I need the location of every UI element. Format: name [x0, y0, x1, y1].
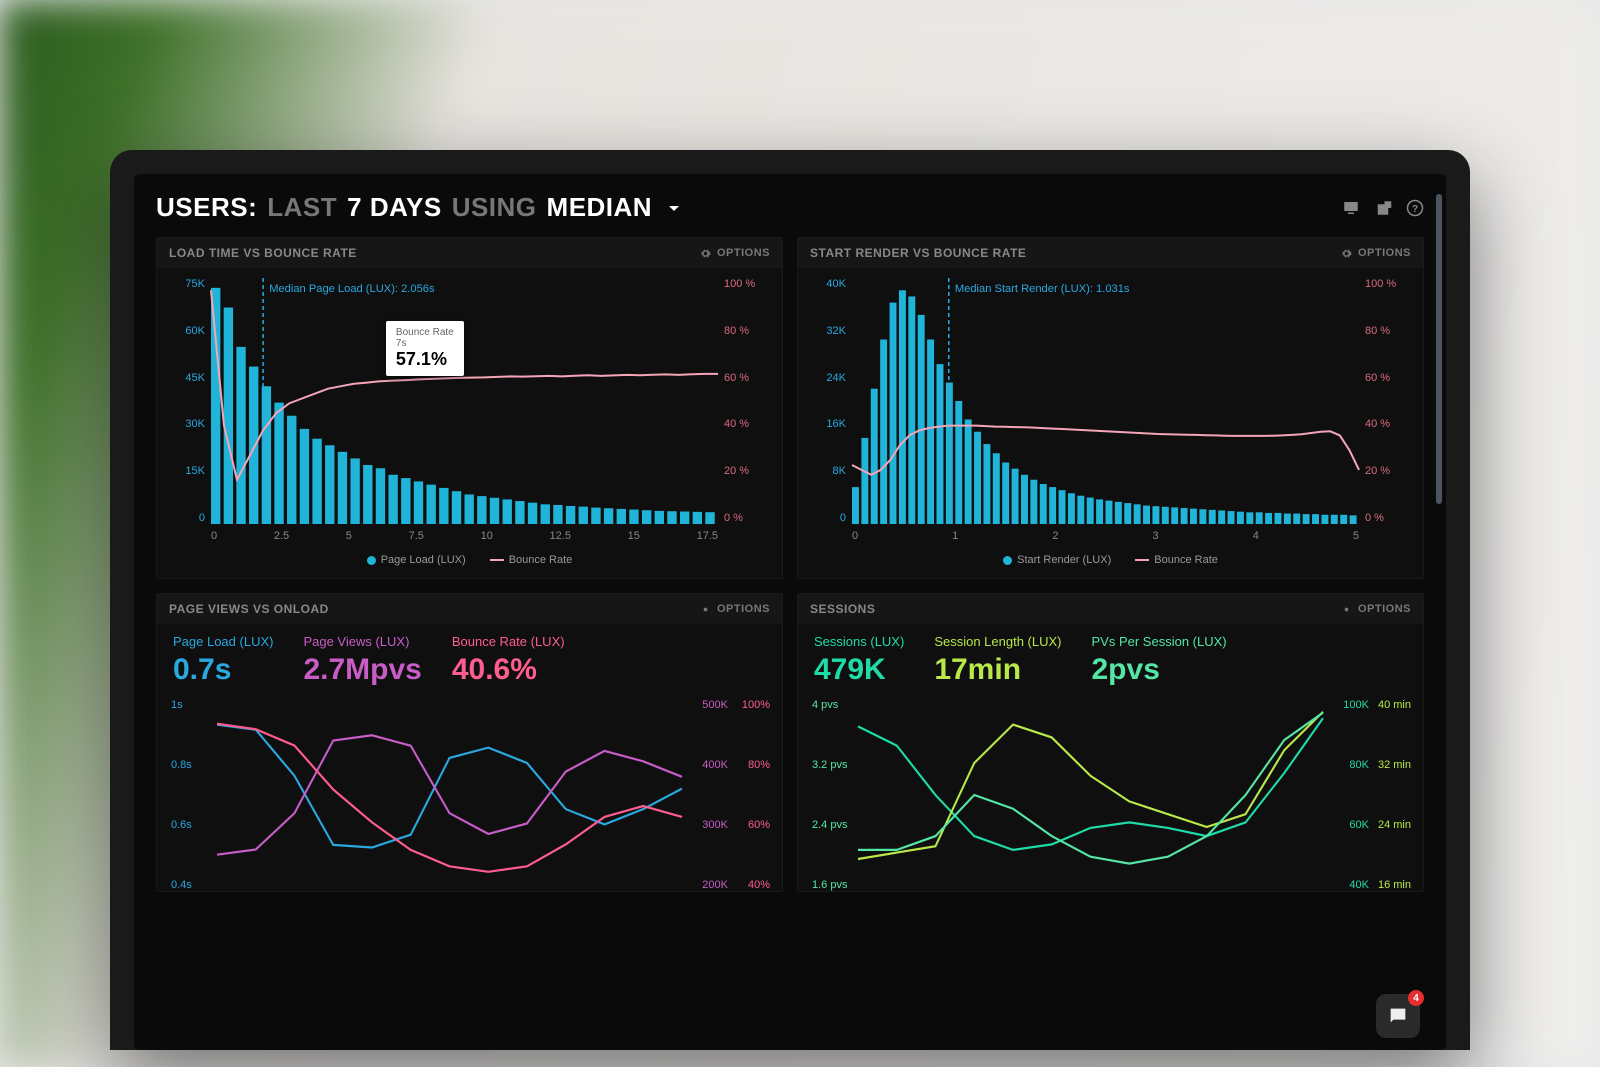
card-load-time-vs-bounce: LOAD TIME VS BOUNCE RATE OPTIONS 75K60K4…: [156, 237, 783, 579]
legend-item: Start Render (LUX): [1017, 554, 1111, 566]
x-axis: 02.557.51012.51517.5: [211, 530, 718, 548]
options-button[interactable]: OPTIONS: [1341, 603, 1411, 615]
help-icon[interactable]: ?: [1406, 199, 1424, 217]
metric-value: 17min: [934, 653, 1061, 687]
scrollbar[interactable]: [1436, 194, 1442, 504]
chart-tooltip: Bounce Rate7s 57.1%: [386, 321, 464, 376]
y-axis-right-2: 40 min32 min24 min16 min: [1371, 699, 1411, 891]
options-label: OPTIONS: [1358, 603, 1411, 615]
metric: Bounce Rate (LUX) 40.6%: [452, 634, 565, 687]
metric: Page Load (LUX) 0.7s: [173, 634, 273, 687]
options-label: OPTIONS: [717, 603, 770, 615]
svg-text:Median Page Load (LUX): 2.056s: Median Page Load (LUX): 2.056s: [269, 283, 435, 295]
card-sessions: SESSIONS OPTIONS Sessions (LUX) 479KSess…: [797, 593, 1424, 892]
tooltip-value: 57.1%: [396, 349, 454, 370]
metric-value: 2pvs: [1092, 653, 1227, 687]
gear-icon: [1341, 248, 1352, 259]
legend-item: Bounce Rate: [509, 554, 573, 566]
metric-value: 479K: [814, 653, 904, 687]
x-axis: 012345: [852, 530, 1359, 548]
options-button[interactable]: OPTIONS: [700, 247, 770, 259]
legend-item: Page Load (LUX): [381, 554, 466, 566]
title-bold1: 7 DAYS: [347, 192, 442, 223]
y-axis-right: 100 %80 %60 %40 %20 %0 %: [724, 278, 768, 524]
options-label: OPTIONS: [1358, 247, 1411, 259]
chat-badge: 4: [1408, 990, 1424, 1006]
laptop-frame: USERS: LAST 7 DAYS USING MEDIAN ? LOAD T…: [110, 150, 1470, 1050]
y-axis-left: 75K60K45K30K15K0: [171, 278, 205, 524]
tooltip-title: Bounce Rate: [396, 327, 454, 338]
card-start-render-vs-bounce: START RENDER VS BOUNCE RATE OPTIONS 40K3…: [797, 237, 1424, 579]
options-button[interactable]: OPTIONS: [700, 603, 770, 615]
chart-legend: Page Load (LUX) Bounce Rate: [171, 548, 768, 570]
options-label: OPTIONS: [717, 247, 770, 259]
card-title: LOAD TIME VS BOUNCE RATE: [169, 246, 357, 260]
metrics-row: Page Load (LUX) 0.7s Page Views (LUX) 2.7…: [157, 624, 782, 691]
metric-label: Sessions (LUX): [814, 634, 904, 649]
y-axis-right-2: 100%80%60%40%: [730, 699, 770, 891]
card-page-views-vs-onload: PAGE VIEWS VS ONLOAD OPTIONS Page Load (…: [156, 593, 783, 892]
metrics-row: Sessions (LUX) 479K Session Length (LUX) …: [798, 624, 1423, 691]
metric-label: Page Load (LUX): [173, 634, 273, 649]
metric-label: Session Length (LUX): [934, 634, 1061, 649]
chart-plot[interactable]: Median Page Load (LUX): 2.056s: [211, 278, 718, 524]
y-axis-left: 40K32K24K16K8K0: [812, 278, 846, 524]
chart-plot[interactable]: Median Start Render (LUX): 1.031s: [852, 278, 1359, 524]
y-axis-right: 100 %80 %60 %40 %20 %0 %: [1365, 278, 1409, 524]
svg-text:?: ?: [1412, 202, 1418, 214]
card-title: PAGE VIEWS VS ONLOAD: [169, 602, 329, 616]
y-axis-left: 1s0.8s0.6s0.4s: [171, 699, 215, 891]
monitor-icon[interactable]: [1342, 199, 1360, 217]
gear-icon: [700, 604, 711, 615]
metric: Session Length (LUX) 17min: [934, 634, 1061, 687]
title-dim2: USING: [452, 192, 537, 223]
share-icon[interactable]: [1374, 199, 1392, 217]
metric-value: 0.7s: [173, 653, 273, 687]
card-title: SESSIONS: [810, 602, 875, 616]
gear-icon: [700, 248, 711, 259]
chart-plot[interactable]: [858, 699, 1323, 891]
y-axis-right-1: 100K80K60K40K: [1329, 699, 1369, 891]
chevron-down-icon: [662, 196, 686, 220]
gear-icon: [1341, 604, 1352, 615]
metric: PVs Per Session (LUX) 2pvs: [1092, 634, 1227, 687]
metric-value: 40.6%: [452, 653, 565, 687]
metric-label: Bounce Rate (LUX): [452, 634, 565, 649]
card-title: START RENDER VS BOUNCE RATE: [810, 246, 1026, 260]
chat-button[interactable]: 4: [1376, 994, 1420, 1038]
chart-plot[interactable]: [217, 699, 682, 891]
y-axis-right-1: 500K400K300K200K: [688, 699, 728, 891]
title-prefix: USERS:: [156, 192, 257, 223]
svg-text:Median Start Render (LUX): 1.0: Median Start Render (LUX): 1.031s: [955, 283, 1130, 295]
page-header: USERS: LAST 7 DAYS USING MEDIAN ?: [156, 192, 1424, 223]
metric-value: 2.7Mpvs: [303, 653, 421, 687]
chart-legend: Start Render (LUX) Bounce Rate: [812, 548, 1409, 570]
metric: Sessions (LUX) 479K: [814, 634, 904, 687]
title-bold2: MEDIAN: [547, 192, 653, 223]
tooltip-sub: 7s: [396, 338, 407, 349]
legend-item: Bounce Rate: [1154, 554, 1218, 566]
options-button[interactable]: OPTIONS: [1341, 247, 1411, 259]
metric-label: Page Views (LUX): [303, 634, 421, 649]
page-title-dropdown[interactable]: USERS: LAST 7 DAYS USING MEDIAN: [156, 192, 686, 223]
y-axis-left: 4 pvs3.2 pvs2.4 pvs1.6 pvs: [812, 699, 856, 891]
metric: Page Views (LUX) 2.7Mpvs: [303, 634, 421, 687]
chat-icon: [1387, 1005, 1409, 1027]
metric-label: PVs Per Session (LUX): [1092, 634, 1227, 649]
dashboard-screen: USERS: LAST 7 DAYS USING MEDIAN ? LOAD T…: [134, 174, 1446, 1050]
title-dim1: LAST: [267, 192, 337, 223]
